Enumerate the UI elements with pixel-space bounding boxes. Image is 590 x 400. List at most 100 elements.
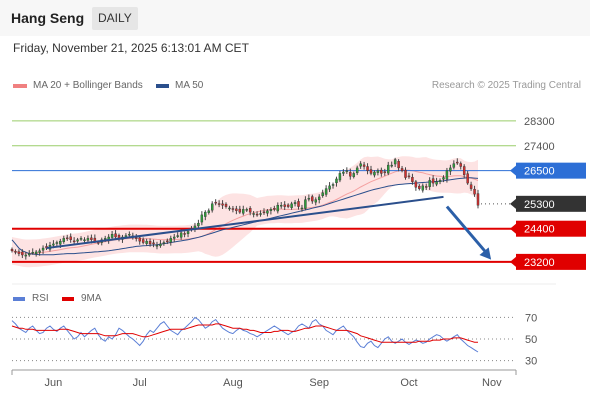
candle-body bbox=[31, 252, 34, 254]
candle-body bbox=[352, 173, 355, 177]
candle-body bbox=[24, 254, 28, 257]
candle-body bbox=[400, 168, 404, 171]
candle-body bbox=[431, 178, 435, 184]
candle-body bbox=[366, 166, 369, 171]
candle-body bbox=[445, 170, 449, 180]
candle bbox=[62, 235, 66, 244]
candle bbox=[342, 169, 345, 176]
x-tick-label: Sep bbox=[309, 377, 329, 389]
candle-body bbox=[141, 239, 145, 243]
candle bbox=[152, 239, 155, 248]
candle bbox=[435, 177, 438, 187]
candle-body bbox=[297, 201, 300, 207]
candle-body bbox=[317, 196, 321, 200]
bollinger-swatch bbox=[13, 83, 27, 88]
candle-body bbox=[283, 204, 286, 207]
candle-body bbox=[442, 177, 445, 180]
candle-body bbox=[79, 238, 83, 240]
candle-body bbox=[69, 236, 72, 240]
candle bbox=[373, 170, 376, 178]
candle-body bbox=[331, 184, 335, 186]
candle bbox=[204, 210, 207, 221]
candle-body bbox=[224, 203, 228, 207]
candle bbox=[221, 200, 224, 209]
candle bbox=[269, 207, 273, 215]
candle bbox=[155, 241, 159, 250]
candle-body bbox=[114, 233, 117, 238]
candle-body bbox=[169, 238, 173, 243]
candle-body bbox=[259, 213, 262, 215]
candle-body bbox=[72, 240, 76, 243]
candle bbox=[328, 182, 331, 193]
candle bbox=[462, 164, 466, 179]
candle bbox=[414, 180, 418, 191]
candle bbox=[424, 183, 428, 190]
forecast-arrow-shaft bbox=[445, 205, 489, 255]
level-label-27400: 27400 bbox=[524, 141, 555, 153]
candle-body bbox=[238, 208, 242, 213]
candle-body bbox=[228, 207, 231, 210]
candle-body bbox=[466, 173, 469, 184]
candle-body bbox=[311, 196, 314, 202]
candle-body bbox=[10, 248, 14, 252]
candle bbox=[404, 167, 407, 180]
candle bbox=[135, 234, 138, 242]
candle-body bbox=[214, 201, 217, 204]
candle bbox=[242, 205, 245, 216]
candle-body bbox=[342, 171, 345, 174]
candle-body bbox=[138, 237, 141, 242]
candle bbox=[17, 249, 21, 257]
candle-body bbox=[155, 245, 159, 247]
candle-body bbox=[452, 163, 456, 168]
candle-body bbox=[90, 237, 93, 240]
candle bbox=[380, 167, 383, 177]
timeframe-button[interactable]: DAILY bbox=[92, 7, 138, 30]
candle bbox=[28, 250, 31, 257]
candle-body bbox=[83, 239, 86, 241]
candle bbox=[69, 233, 72, 243]
candle bbox=[66, 234, 69, 241]
level-badge-25300 bbox=[516, 195, 586, 212]
ma50-label: MA 50 bbox=[175, 80, 204, 91]
bollinger-label: MA 20 + Bollinger Bands bbox=[33, 80, 143, 91]
candle bbox=[311, 194, 314, 204]
candle bbox=[259, 210, 262, 217]
candle bbox=[383, 168, 387, 176]
candle-body bbox=[269, 209, 273, 211]
candle bbox=[290, 201, 293, 210]
candle bbox=[166, 238, 169, 245]
candle-body bbox=[103, 238, 107, 240]
instrument-title: Hang Seng bbox=[11, 10, 85, 26]
candle bbox=[369, 165, 373, 176]
candle bbox=[83, 237, 86, 243]
level-label-28300: 28300 bbox=[524, 116, 555, 128]
candle-body bbox=[290, 203, 293, 208]
candle bbox=[41, 245, 45, 254]
candle-body bbox=[424, 186, 428, 188]
candle-body bbox=[359, 163, 362, 167]
candle bbox=[431, 175, 435, 187]
candle-body bbox=[252, 213, 255, 215]
candle bbox=[31, 248, 34, 255]
candle bbox=[438, 178, 442, 185]
candle bbox=[456, 158, 459, 165]
candle bbox=[210, 201, 214, 213]
candle bbox=[207, 208, 210, 215]
rsi-ma-line bbox=[11, 323, 478, 343]
candle bbox=[24, 251, 28, 260]
candle bbox=[349, 168, 352, 180]
legend-rsi: RSI bbox=[13, 293, 49, 304]
candle-body bbox=[280, 205, 283, 207]
candle bbox=[231, 205, 235, 213]
candle-body bbox=[407, 175, 411, 178]
candle-body bbox=[456, 161, 459, 164]
rsi-level-label-30: 30 bbox=[525, 356, 537, 368]
candle-body bbox=[355, 167, 359, 174]
candle bbox=[449, 164, 452, 176]
candle-body bbox=[248, 208, 252, 213]
candle bbox=[148, 238, 152, 247]
candle bbox=[255, 211, 259, 217]
candle bbox=[387, 161, 390, 176]
bollinger-band bbox=[12, 156, 478, 268]
candle bbox=[248, 206, 252, 216]
